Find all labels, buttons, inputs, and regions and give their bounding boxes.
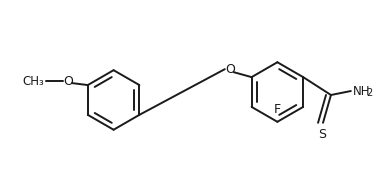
Text: S: S xyxy=(318,128,326,141)
Text: 2: 2 xyxy=(367,88,373,98)
Text: O: O xyxy=(63,75,73,88)
Text: O: O xyxy=(225,63,235,76)
Text: CH₃: CH₃ xyxy=(22,75,44,88)
Text: F: F xyxy=(274,103,281,116)
Text: NH: NH xyxy=(353,84,370,98)
